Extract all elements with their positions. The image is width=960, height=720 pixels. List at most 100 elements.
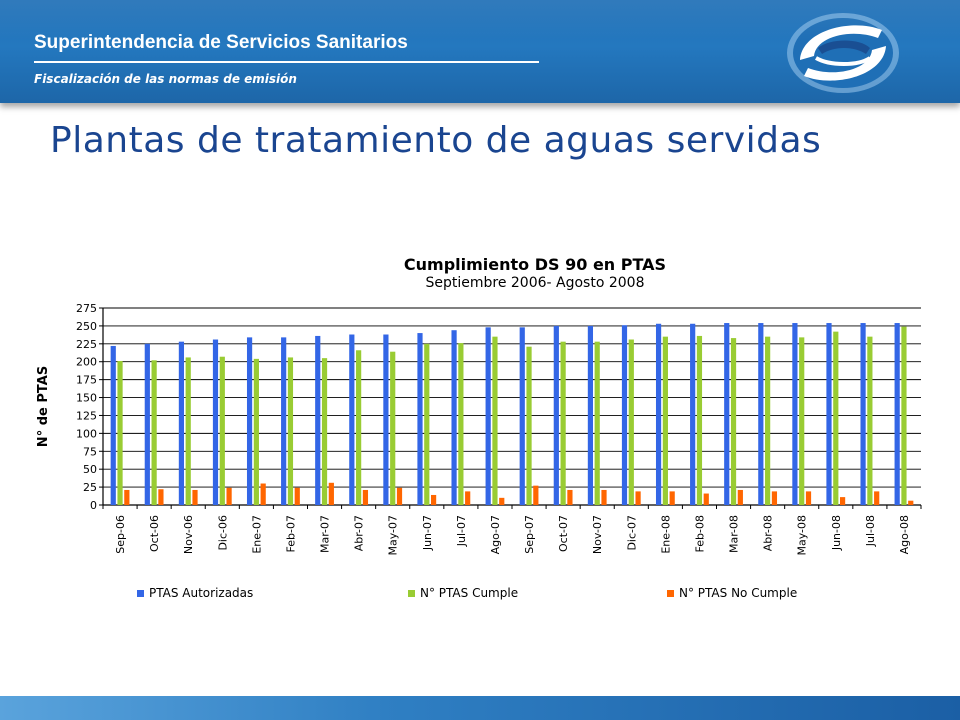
legend-label: N° PTAS No Cumple [679,586,797,600]
bar-autorizadas [826,323,832,505]
bar-cumple [628,339,634,505]
x-tick-label: Oct-07 [557,515,570,552]
bar-autorizadas [690,323,696,505]
bar-no-cumple [465,491,471,505]
x-tick-label: Nov-06 [182,515,195,554]
bar-no-cumple [192,489,198,505]
bar-no-cumple [158,489,164,505]
x-tick-label: Mar-08 [728,515,741,553]
bar-no-cumple [805,491,812,505]
bar-autorizadas [178,341,185,505]
y-tick-label: 125 [76,409,97,422]
bar-no-cumple [669,491,675,505]
x-tick-label: Jun-07 [421,515,434,551]
y-tick-label: 200 [76,356,97,369]
chart-subtitle: Septiembre 2006- Agosto 2008 [425,275,645,291]
bar-cumple [287,357,294,505]
bar-no-cumple [737,489,743,505]
bar-autorizadas [315,335,321,505]
x-tick-label: Jun-08 [830,515,843,551]
bar-cumple [356,350,362,505]
bar-cumple [560,341,566,505]
chart-title: Cumplimiento DS 90 en PTAS [403,255,667,274]
bar-autorizadas [519,327,525,505]
x-tick-label: Abr-08 [762,515,775,551]
bar-autorizadas [485,327,491,505]
x-tick-label: Ago-07 [489,515,502,554]
bar-no-cumple [567,489,573,505]
bar-cumple [424,343,430,505]
page-title: Plantas de tratamiento de aguas servidas [50,120,822,161]
bar-no-cumple [839,497,846,505]
bar-autorizadas [246,337,253,505]
bar-autorizadas [110,345,116,505]
bar-cumple [730,338,737,505]
bar-autorizadas [144,343,150,505]
bar-cumple [901,326,907,505]
y-tick-label: 225 [76,338,97,351]
bar-no-cumple [362,489,369,505]
bar-no-cumple [260,483,266,505]
bar-autorizadas [894,323,900,505]
x-tick-label: Jul-07 [455,515,468,547]
bar-autorizadas [451,330,457,505]
bar-cumple [867,336,873,505]
x-tick-label: May-08 [796,515,809,556]
bar-autorizadas [281,337,287,505]
x-tick-label: Mar-07 [319,515,332,553]
bar-cumple [458,343,464,505]
header-band: Superintendencia de Servicios Sanitarios… [0,0,960,103]
bar-no-cumple [771,491,778,505]
bar-cumple [117,361,123,505]
legend-swatch [137,590,144,597]
legend-swatch [667,590,674,597]
bar-autorizadas [758,323,764,505]
bar-cumple [662,336,668,505]
bar-cumple [492,336,498,505]
x-tick-label: May-07 [387,515,400,556]
bar-autorizadas [587,325,594,505]
y-tick-label: 275 [76,302,97,315]
bar-cumple [696,335,703,505]
y-tick-label: 250 [76,320,97,333]
header-divider [34,61,539,63]
bar-no-cumple [226,487,232,505]
x-tick-label: Ene-07 [250,515,263,554]
bar-no-cumple [124,489,130,505]
bar-autorizadas [553,325,559,505]
bar-autorizadas [860,323,866,505]
y-tick-label: 100 [76,427,97,440]
bar-cumple [390,351,396,505]
footer-band [0,696,960,720]
bar-autorizadas [621,325,628,505]
bar-cumple [799,337,805,505]
x-tick-label: Sep-06 [114,515,127,554]
bar-cumple [185,357,191,505]
bar-cumple [526,346,532,505]
x-tick-label: Feb-08 [693,515,706,552]
bar-cumple [219,356,225,505]
bar-autorizadas [792,323,798,505]
x-tick-label: Ago-08 [898,515,911,554]
bar-no-cumple [874,491,880,505]
bar-no-cumple [430,494,437,505]
bar-cumple [765,336,771,505]
y-tick-label: 150 [76,392,97,405]
bar-autorizadas [212,339,219,505]
bar-cumple [833,331,839,505]
bar-no-cumple [601,489,607,505]
x-tick-label: Jul-08 [864,515,877,547]
bar-no-cumple [703,493,709,505]
bar-autorizadas [724,323,730,505]
bar-no-cumple [396,487,403,505]
bar-no-cumple [635,491,641,505]
y-tick-label: 25 [83,481,97,494]
x-tick-label: Ene-08 [659,515,672,554]
x-tick-label: Sep-07 [523,515,536,554]
bar-autorizadas [655,323,662,505]
bar-no-cumple [294,487,300,505]
bar-autorizadas [383,334,389,505]
y-axis-title: N° de PTAS [36,366,51,447]
y-tick-label: 50 [83,463,97,476]
